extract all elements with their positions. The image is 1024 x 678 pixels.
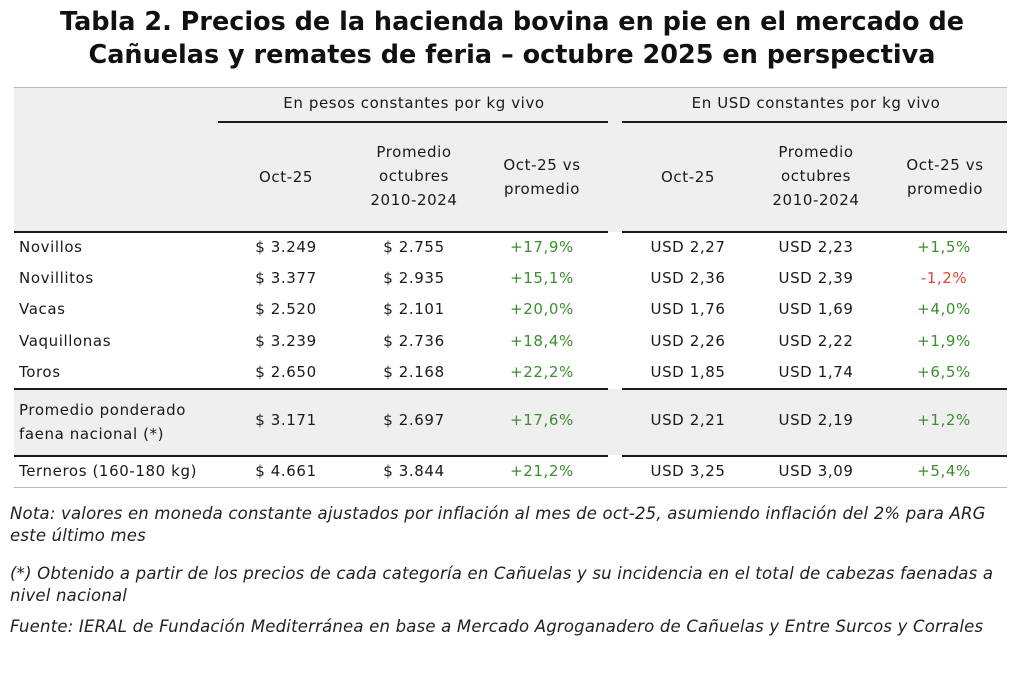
cell-usd-promedio: USD 2,22: [778, 332, 854, 350]
col-header-usd-vs: Oct-25 vs promedio: [906, 156, 984, 198]
cell-pesos-vs: +20,0%: [510, 300, 574, 318]
note-fuente: Fuente: IERAL de Fundación Mediterránea …: [10, 617, 984, 636]
cell-pesos-vs: +21,2%: [510, 462, 574, 480]
cell-pesos-promedio: $ 2.168: [383, 363, 445, 381]
cell-usd-vs: +1,2%: [917, 411, 971, 429]
cell-usd-vs: +1,5%: [917, 238, 971, 256]
cell-usd-vs: +4,0%: [917, 300, 971, 318]
cell-pesos-promedio: $ 2.755: [383, 238, 445, 256]
cell-pesos-promedio: $ 2.736: [383, 332, 445, 350]
cell-pesos-oct: $ 3.239: [255, 332, 317, 350]
cell-pesos-vs: +15,1%: [510, 269, 574, 287]
col-header-pesos-promedio: Promedio octubres 2010-2024: [370, 143, 458, 209]
weighted-row-background: [14, 389, 1007, 455]
cell-pesos-promedio: $ 2.935: [383, 269, 445, 287]
row-label: Vacas: [19, 300, 66, 318]
cell-usd-promedio: USD 1,74: [778, 363, 854, 381]
cell-usd-vs: +1,9%: [917, 332, 971, 350]
rule-header-bottom-right: [622, 231, 1007, 233]
rule-after-promedio-right: [622, 455, 1007, 457]
cell-pesos-oct: $ 4.661: [255, 462, 317, 480]
title-line-1: Tabla 2. Precios de la hacienda bovina e…: [59, 7, 965, 37]
row-label-weighted: Promedio ponderado faena nacional (*): [19, 401, 187, 443]
col-header-pesos-oct: Oct-25: [258, 168, 314, 186]
cell-pesos-vs: +22,2%: [510, 363, 574, 381]
cell-usd-oct: USD 2,27: [650, 238, 726, 256]
col-header-usd-oct: Oct-25: [660, 168, 716, 186]
rule-header-bottom-left: [14, 231, 608, 233]
cell-pesos-promedio: $ 2.101: [383, 300, 445, 318]
cell-usd-promedio: USD 2,23: [778, 238, 854, 256]
row-label: Novillos: [19, 238, 83, 256]
cell-usd-vs: -1,2%: [920, 269, 968, 287]
rule-top: [14, 87, 1007, 88]
group-header-pesos: En pesos constantes por kg vivo: [283, 94, 545, 112]
cell-usd-promedio: USD 2,19: [778, 411, 854, 429]
cell-pesos-vs: +17,9%: [510, 238, 574, 256]
cell-usd-promedio: USD 1,69: [778, 300, 854, 318]
table-title: Tabla 2. Precios de la hacienda bovina e…: [0, 6, 1024, 72]
header-background: [14, 87, 1007, 232]
note-asterisco: (*) Obtenido a partir de los precios de …: [10, 564, 994, 605]
cell-usd-vs: +5,4%: [917, 462, 971, 480]
cell-pesos-oct: $ 3.171: [255, 411, 317, 429]
cell-usd-oct: USD 2,26: [650, 332, 726, 350]
cell-usd-oct: USD 3,25: [650, 462, 726, 480]
note-nota: Nota: valores en moneda constante ajusta…: [10, 504, 986, 545]
cell-pesos-vs: +17,6%: [510, 411, 574, 429]
row-label: Toros: [19, 363, 61, 381]
cell-pesos-oct: $ 3.249: [255, 238, 317, 256]
col-header-pesos-vs: Oct-25 vs promedio: [503, 156, 581, 198]
cell-pesos-oct: $ 2.650: [255, 363, 317, 381]
title-line-2: Cañuelas y remates de feria – octubre 20…: [88, 40, 936, 70]
group-header-usd: En USD constantes por kg vivo: [691, 94, 941, 112]
cell-usd-promedio: USD 3,09: [778, 462, 854, 480]
cell-usd-vs: +6,5%: [917, 363, 971, 381]
cell-usd-oct: USD 2,21: [650, 411, 726, 429]
cell-pesos-promedio: $ 2.697: [383, 411, 445, 429]
cell-pesos-oct: $ 2.520: [255, 300, 317, 318]
cell-pesos-promedio: $ 3.844: [383, 462, 445, 480]
rule-group-usd: [622, 121, 1007, 123]
row-label: Vaquillonas: [19, 332, 112, 350]
cell-usd-oct: USD 1,76: [650, 300, 726, 318]
row-label: Terneros (160-180 kg): [19, 462, 198, 480]
cell-pesos-vs: +18,4%: [510, 332, 574, 350]
rule-after-promedio-left: [14, 455, 608, 457]
rule-after-toros-right: [622, 388, 1007, 390]
cell-usd-oct: USD 2,36: [650, 269, 726, 287]
rule-bottom: [14, 487, 1007, 488]
rule-group-pesos: [218, 121, 608, 123]
cell-usd-promedio: USD 2,39: [778, 269, 854, 287]
col-header-usd-promedio: Promedio octubres 2010-2024: [772, 143, 860, 209]
row-label: Novillitos: [19, 269, 94, 287]
cell-usd-oct: USD 1,85: [650, 363, 726, 381]
cell-pesos-oct: $ 3.377: [255, 269, 317, 287]
rule-after-toros-left: [14, 388, 608, 390]
